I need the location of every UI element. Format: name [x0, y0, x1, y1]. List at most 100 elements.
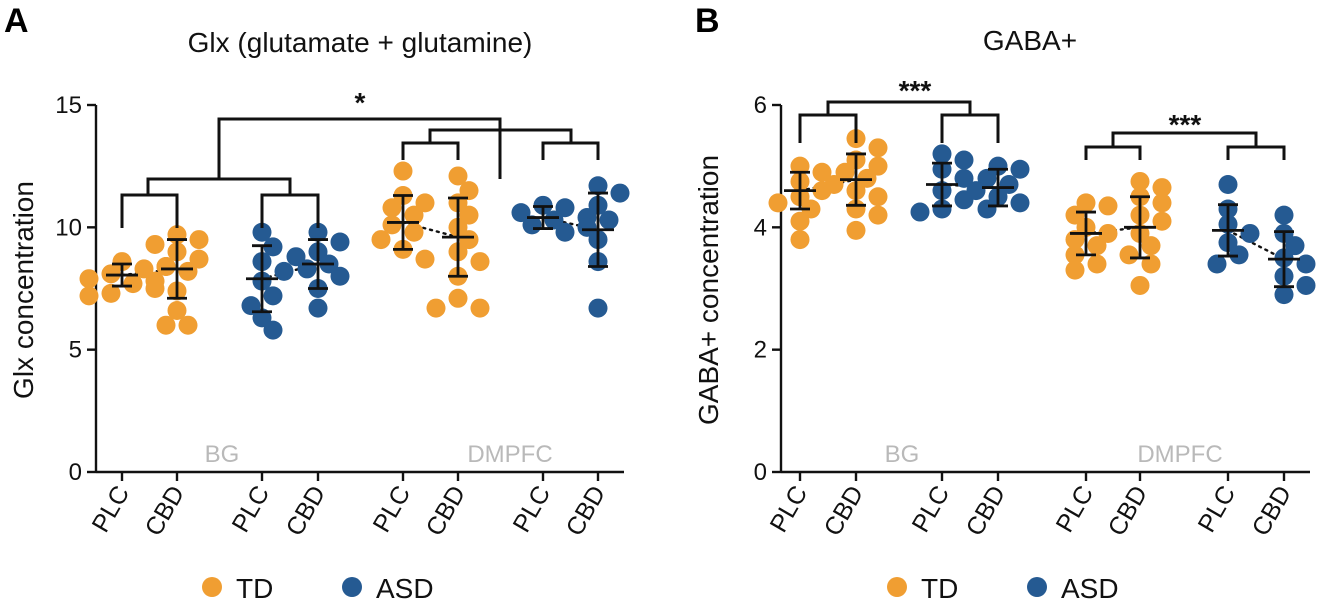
data-point: [868, 138, 888, 158]
data-point: [868, 205, 888, 225]
data-point: [1098, 196, 1118, 216]
data-point: [1087, 236, 1107, 256]
bracket-dmpfc-asd: [541, 141, 600, 160]
data-point: [393, 161, 413, 181]
region-label: BG: [885, 441, 920, 468]
data-point: [977, 168, 997, 188]
region-label: DMPFC: [1137, 441, 1222, 468]
data-point: [966, 181, 986, 201]
bracket-bg-asd: [260, 193, 320, 228]
data-point: [555, 222, 575, 242]
x-tick-label: PLC: [368, 481, 417, 537]
data-point: [189, 249, 209, 269]
data-point: [790, 230, 810, 250]
x-tick-label: PLC: [1193, 481, 1242, 537]
bracket-bg-td: [120, 193, 179, 228]
y-tick-label: 5: [69, 337, 82, 364]
data-point: [1152, 193, 1172, 213]
data-point: [112, 252, 132, 272]
data-point: [846, 220, 866, 240]
data-point: [1010, 193, 1030, 213]
data-point: [263, 237, 283, 257]
data-point: [459, 181, 479, 201]
data-point: [1274, 205, 1294, 225]
legend-td-label-a: TD: [236, 573, 273, 604]
data-point: [1076, 193, 1096, 213]
data-point: [330, 232, 350, 252]
legend-td-marker-b: [887, 577, 907, 597]
data-point: [1240, 223, 1260, 243]
x-tick-label: CBD: [421, 481, 472, 541]
data-point: [1130, 275, 1150, 295]
data-point: [1087, 254, 1107, 274]
x-tick-label: PLC: [227, 481, 276, 537]
data-point: [145, 234, 165, 254]
data-point: [1065, 245, 1085, 265]
data-point: [1119, 245, 1139, 265]
data-point: [610, 183, 630, 203]
data-point: [544, 210, 564, 230]
data-point: [1296, 254, 1316, 274]
data-point: [790, 211, 810, 231]
data-point: [1065, 260, 1085, 280]
x-tick-label: CBD: [819, 481, 870, 541]
bracket-dmpfc-td: [1084, 145, 1142, 160]
chart-title-b: GABA+: [983, 25, 1077, 56]
y-tick-label: 0: [69, 459, 82, 486]
data-point: [426, 298, 446, 318]
data-point: [588, 298, 608, 318]
data-point: [470, 252, 490, 272]
data-point: [1152, 211, 1172, 231]
data-point: [1218, 175, 1238, 195]
x-tick-label: CBD: [1103, 481, 1154, 541]
data-point: [263, 320, 283, 340]
data-point: [79, 269, 99, 289]
data-point: [448, 288, 468, 308]
data-point: [555, 198, 575, 218]
significance-a: *: [355, 87, 366, 118]
data-point: [588, 176, 608, 196]
x-tick-label: CBD: [281, 481, 332, 541]
data-point: [308, 298, 328, 318]
data-point: [330, 266, 350, 286]
panel-letter-a: A: [4, 2, 29, 40]
x-tick-label: CBD: [561, 481, 612, 541]
data-point: [1296, 275, 1316, 295]
data-point: [977, 199, 997, 219]
data-point: [156, 256, 176, 276]
data-point: [1285, 236, 1305, 256]
data-point: [459, 230, 479, 250]
data-point: [263, 286, 283, 306]
data-point: [297, 259, 317, 279]
data-point: [999, 175, 1019, 195]
y-tick-label: 10: [55, 214, 82, 241]
region-label: DMPFC: [467, 441, 552, 468]
legend-asd-label-b: ASD: [1061, 573, 1119, 604]
data-point: [189, 230, 209, 250]
y-tick-label: 6: [754, 92, 767, 119]
data-point: [1065, 205, 1085, 225]
data-point: [1229, 245, 1249, 265]
data-point: [988, 156, 1008, 176]
data-point: [167, 301, 187, 321]
data-point: [868, 156, 888, 176]
data-point: [145, 271, 165, 291]
data-point: [134, 259, 154, 279]
data-point: [101, 283, 121, 303]
x-tick-label: PLC: [1051, 481, 1100, 537]
legend-td-label-b: TD: [921, 573, 958, 604]
data-point: [954, 168, 974, 188]
bracket-region-comparison: [217, 117, 502, 179]
data-point: [382, 215, 402, 235]
bracket-bg-groups: [146, 177, 292, 195]
data-point: [1141, 236, 1161, 256]
bracket-bg-groups: [826, 100, 972, 115]
data-point: [932, 199, 952, 219]
bracket-dmpfc-asd: [1226, 145, 1286, 160]
data-point: [511, 203, 531, 223]
chart-title-a: Glx (glutamate + glutamine): [188, 27, 533, 58]
legend-asd-marker-b: [1027, 577, 1047, 597]
data-point: [252, 222, 272, 242]
